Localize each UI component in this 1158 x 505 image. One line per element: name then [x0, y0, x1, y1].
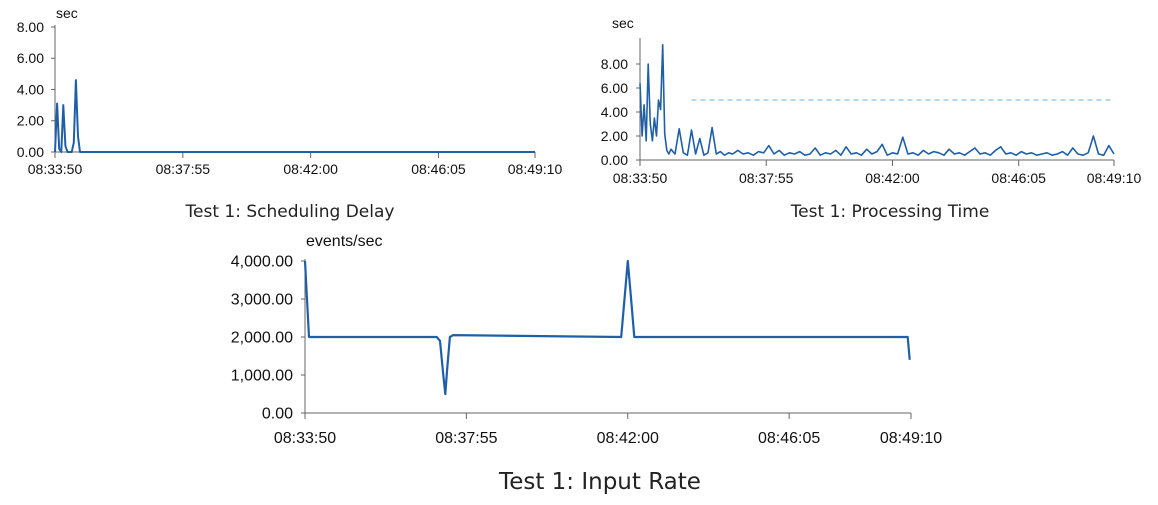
- processing-time-y-tick-label: 8.00: [601, 56, 628, 72]
- scheduling-delay-y-tick-label: 2.00: [17, 113, 44, 129]
- input-rate-x-tick-label: 08:37:55: [435, 430, 497, 447]
- scheduling-delay-x-tick-label: 08:33:50: [28, 161, 83, 177]
- processing-time-chart: sec 0.00 2.00 4.00 6.00 8.00 08:33:50 08:37:55 0…: [601, 15, 1142, 186]
- scheduling-delay-y-tick-label: 6.00: [17, 50, 44, 66]
- input-rate-y-tick-label: 4,000.00: [231, 254, 293, 271]
- input-rate-unit-label: events/sec: [306, 233, 382, 250]
- input-rate-y-tick-label: 1,000.00: [231, 368, 293, 385]
- scheduling-delay-x-tick-label: 08:42:00: [283, 161, 338, 177]
- processing-time-y-tick-label: 4.00: [601, 104, 628, 120]
- scheduling-delay-caption: Test 1: Scheduling Delay: [185, 202, 395, 222]
- input-rate-x-tick-label: 08:46:05: [758, 430, 820, 447]
- input-rate-chart: events/sec 0.00 1,000.00 2,000.00 3,000.00 4,…: [231, 233, 943, 447]
- input-rate-y-tick-label: 3,000.00: [231, 292, 293, 309]
- input-rate-x-tick-label: 08:33:50: [274, 430, 336, 447]
- scheduling-delay-unit-label: sec: [56, 5, 78, 21]
- processing-time-y-tick-label: 6.00: [601, 80, 628, 96]
- input-rate-x-tick-label: 08:49:10: [880, 430, 942, 447]
- processing-time-x-tick-label: 08:46:05: [991, 170, 1046, 186]
- processing-time-caption: Test 1: Processing Time: [790, 202, 990, 222]
- scheduling-delay-x-tick-label: 08:46:05: [411, 161, 466, 177]
- input-rate-y-tick-label: 2,000.00: [231, 330, 293, 347]
- processing-time-x-tick-label: 08:33:50: [613, 170, 668, 186]
- scheduling-delay-y-tick-label: 4.00: [17, 81, 44, 97]
- processing-time-series-line: [639, 43, 1115, 156]
- input-rate-series-line: [303, 259, 911, 396]
- input-rate-y-tick-label: 0.00: [262, 406, 293, 423]
- processing-time-x-tick-label: 08:42:00: [865, 170, 920, 186]
- processing-time-x-tick-label: 08:37:55: [739, 170, 794, 186]
- scheduling-delay-x-tick-label: 08:37:55: [156, 161, 211, 177]
- scheduling-delay-y-tick-label: 8.00: [17, 19, 44, 35]
- input-rate-x-tick-label: 08:42:00: [597, 430, 659, 447]
- scheduling-delay-series-line: [54, 79, 535, 153]
- processing-time-y-tick-label: 2.00: [601, 128, 628, 144]
- scheduling-delay-y-tick-label: 0.00: [17, 144, 44, 160]
- processing-time-unit-label: sec: [612, 15, 634, 31]
- processing-time-y-tick-label: 0.00: [601, 152, 628, 168]
- input-rate-caption: Test 1: Input Rate: [499, 469, 701, 495]
- scheduling-delay-x-tick-label: 08:49:10: [508, 161, 563, 177]
- scheduling-delay-chart: sec 0.00 2.00 4.00 6.00 8.00 08:33:50 08:37:55 0…: [17, 5, 563, 177]
- processing-time-x-tick-label: 08:49:10: [1087, 170, 1142, 186]
